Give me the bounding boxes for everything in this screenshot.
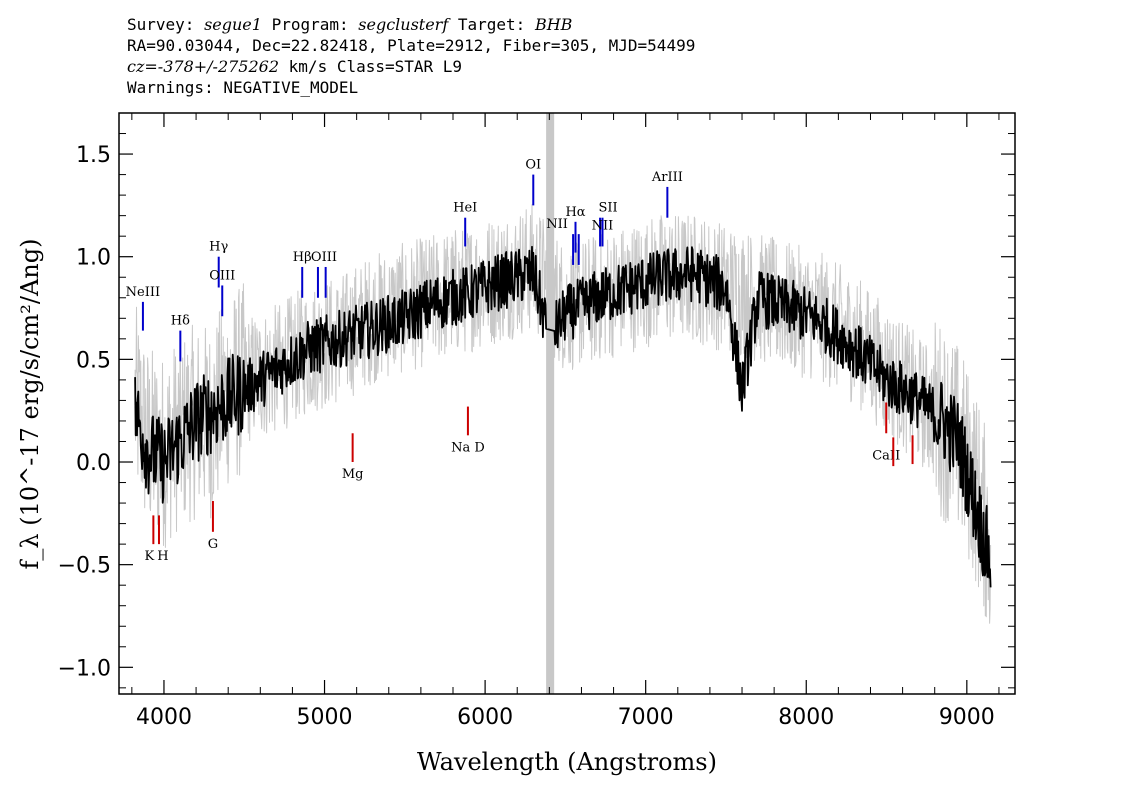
line-marker-label: Hγ <box>209 240 228 255</box>
x-tick-label: 7000 <box>618 705 674 730</box>
line-marker-label: NeIII <box>126 285 160 300</box>
header-line-coords: RA=90.03044, Dec=22.82418, Plate=2912, F… <box>127 36 696 55</box>
plot-frame <box>118 112 1016 695</box>
axis-ticks <box>119 113 1015 694</box>
plot-content <box>134 113 992 694</box>
x-tick-label: 8000 <box>778 705 834 730</box>
y-axis-title-text: f_λ (10^-17 erg/s/cm²/Ang) <box>16 239 44 570</box>
line-marker-label: CaII <box>872 448 900 463</box>
line-marker-label: NII <box>546 217 568 232</box>
line-marker-label: SII <box>598 201 617 216</box>
line-marker-label: K <box>145 549 155 564</box>
line-marker-label: OI <box>525 158 541 173</box>
y-tick-label: 1.0 <box>76 246 111 271</box>
line-marker-label: HeI <box>453 201 477 216</box>
y-axis-title: f_λ (10^-17 erg/s/cm²/Ang) <box>16 239 44 570</box>
class-text: km/s Class=STAR L9 <box>279 57 463 76</box>
spectrum-header: Survey: segue1 Program: segclusterf Targ… <box>127 14 695 98</box>
line-marker-label: Mg <box>342 467 364 482</box>
line-marker-label: H <box>157 549 168 564</box>
redshift-value: cz=-378+/-275262 <box>127 57 280 76</box>
axis-tick-labels: 4000 5000 6000 7000 8000 9000 1.5 1.0 0.5 0.0 −0.5… <box>58 143 995 730</box>
y-tick-label: −1.0 <box>58 656 111 681</box>
line-marker-label: Hδ <box>171 314 190 329</box>
plot-clip-group <box>134 113 992 694</box>
line-marker-label: G <box>208 537 218 552</box>
survey-prefix: Survey: <box>127 15 205 34</box>
header-line-warnings: Warnings: NEGATIVE_MODEL <box>127 78 359 97</box>
x-tick-label: 4000 <box>136 705 192 730</box>
x-tick-label: 6000 <box>457 705 513 730</box>
y-tick-label: 0.0 <box>76 451 111 476</box>
program-prefix: Program: <box>261 15 359 34</box>
x-tick-label: 9000 <box>939 705 995 730</box>
x-axis-title: Wavelength (Angstroms) <box>417 748 717 776</box>
masked-band <box>546 113 555 694</box>
y-tick-label: −0.5 <box>58 554 111 579</box>
line-marker-label: ArIII <box>651 170 683 185</box>
y-tick-label: 0.5 <box>76 348 111 373</box>
line-marker-label: NII <box>592 219 614 234</box>
y-tick-label: 1.5 <box>76 143 111 168</box>
header-line-survey: Survey: segue1 Program: segclusterf Targ… <box>127 14 695 35</box>
spectrum-error-series <box>134 204 992 624</box>
program-value: segclusterf <box>358 15 449 34</box>
survey-value: segue1 <box>204 15 262 34</box>
target-value: BHB <box>534 15 573 34</box>
line-marker-label: Na D <box>451 440 485 455</box>
line-marker-label: OIII <box>311 250 337 265</box>
line-marker-label: Hβ <box>293 250 312 265</box>
spectrum-flux-series <box>134 245 992 588</box>
header-line-redshift: cz=-378+/-275262 km/s Class=STAR L9 <box>127 56 695 77</box>
line-marker-label: Hα <box>565 205 585 220</box>
target-prefix: Target: <box>448 15 535 34</box>
x-tick-label: 5000 <box>297 705 353 730</box>
line-marker-label: OIII <box>209 268 235 283</box>
